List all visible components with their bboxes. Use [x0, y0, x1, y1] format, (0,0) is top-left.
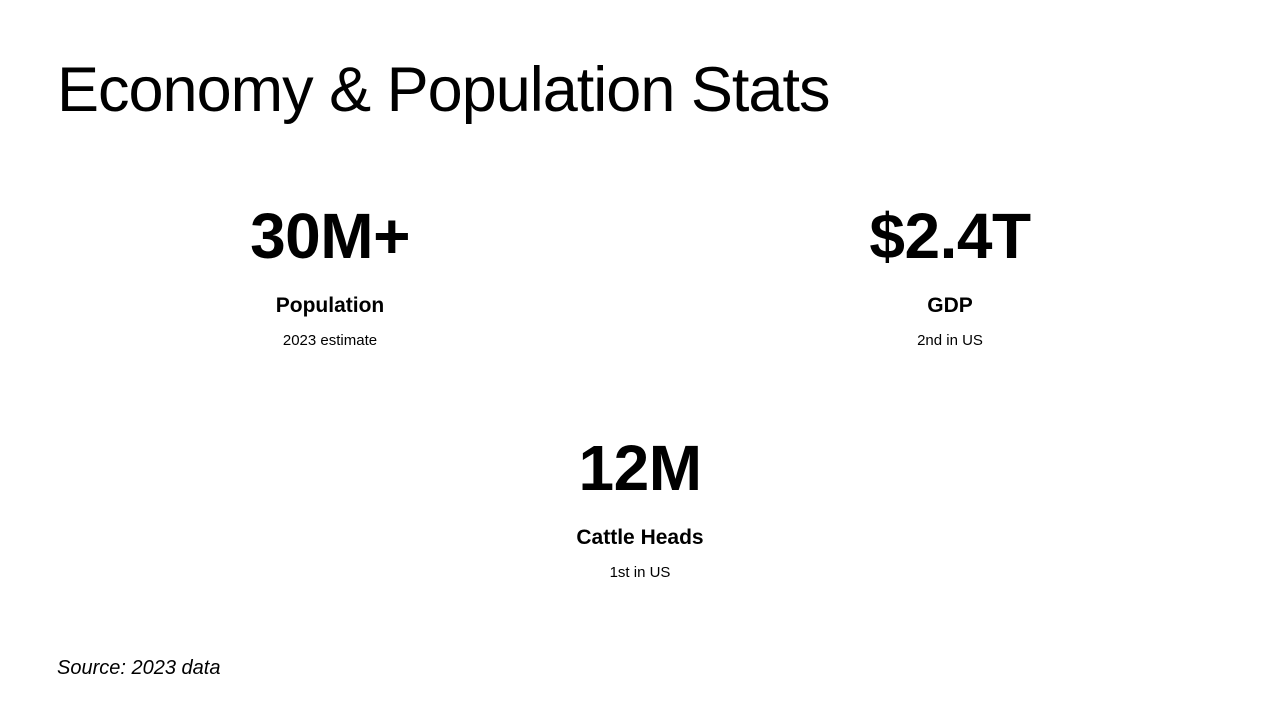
slide-title: Economy & Population Stats — [57, 55, 830, 125]
stat-note: 1st in US — [609, 564, 671, 581]
stat-value: 12M — [578, 432, 703, 504]
stat-note: 2023 estimate — [282, 332, 378, 349]
stat-label: GDP — [927, 294, 973, 317]
stat-label: Population — [275, 294, 385, 317]
stat-card-gdp: $2.4T GDP 2nd in US — [750, 198, 1150, 351]
stat-card-population: 30M+ Population 2023 estimate — [130, 198, 530, 351]
stat-label: Cattle Heads — [576, 526, 704, 549]
stat-value: 30M+ — [250, 200, 410, 272]
stat-note: 2nd in US — [917, 332, 983, 349]
stat-card-cattle-heads: 12M Cattle Heads 1st in US — [440, 430, 840, 583]
source-note: Source: 2023 data — [57, 657, 221, 679]
stat-value: $2.4T — [869, 200, 1031, 272]
